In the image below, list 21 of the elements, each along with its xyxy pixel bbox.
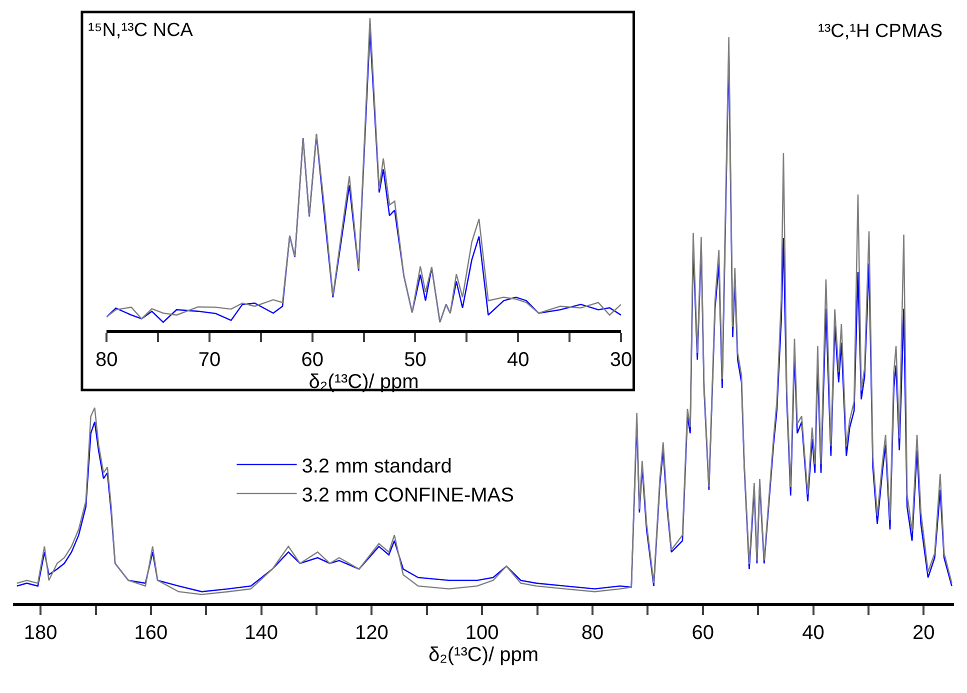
x-tick-label: 40 [802,622,824,644]
legend-label: 3.2 mm CONFINE-MAS [302,484,514,506]
x-tick-label: 70 [198,349,221,371]
x-tick-label: 60 [692,622,714,644]
x-axis-title: δ₂(¹³C)/ ppm [428,644,538,666]
x-tick-label: 80 [95,349,118,371]
x-tick-label: 100 [465,622,499,644]
annotation: ¹⁵N,¹³C NCA [88,20,194,41]
x-tick-label: 140 [244,622,278,644]
annotation: ¹³C,¹H CPMAS [818,21,943,42]
x-tick-label: 80 [581,622,604,644]
x-tick-label: 120 [355,622,388,644]
x-tick-label: 50 [404,349,426,371]
x-axis-title: δ₂(¹³C)/ ppm [308,371,419,393]
x-tick-label: 20 [912,622,935,644]
x-tick-label: 60 [301,349,324,371]
x-tick-label: 40 [506,349,530,371]
x-tick-label: 180 [24,622,58,644]
legend-label: 3.2 mm standard [302,455,452,478]
x-tick-label: 160 [134,622,168,644]
x-tick-label: 30 [610,349,632,371]
